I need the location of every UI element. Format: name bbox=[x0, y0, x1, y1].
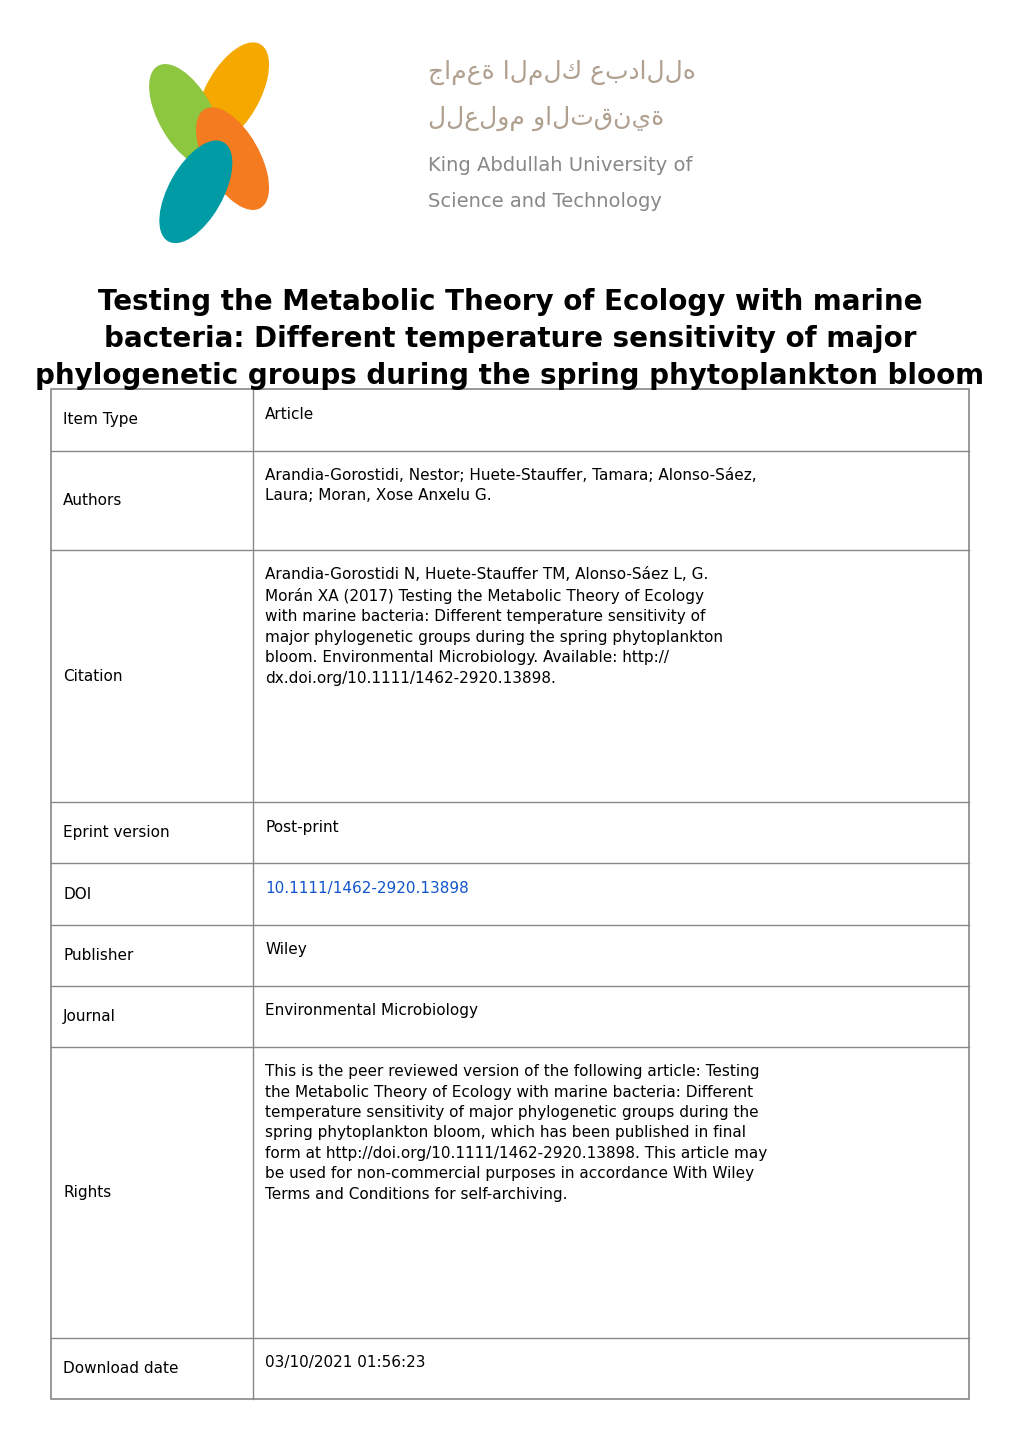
Text: Download date: Download date bbox=[63, 1361, 178, 1376]
Text: Citation: Citation bbox=[63, 669, 122, 684]
Ellipse shape bbox=[150, 65, 221, 166]
Ellipse shape bbox=[197, 108, 268, 209]
Text: Eprint version: Eprint version bbox=[63, 825, 170, 841]
Text: للعلوم والتقنية: للعلوم والتقنية bbox=[428, 105, 664, 131]
Text: Arandia-Gorostidi, Nestor; Huete-Stauffer, Tamara; Alonso-Sáez,
Laura; Moran, Xo: Arandia-Gorostidi, Nestor; Huete-Stauffe… bbox=[265, 467, 756, 503]
Text: Testing the Metabolic Theory of Ecology with marine
bacteria: Different temperat: Testing the Metabolic Theory of Ecology … bbox=[36, 288, 983, 389]
Text: جامعة الملك عبدالله: جامعة الملك عبدالله bbox=[428, 59, 696, 85]
Text: Environmental Microbiology: Environmental Microbiology bbox=[265, 1004, 478, 1018]
Text: Journal: Journal bbox=[63, 1009, 116, 1024]
Text: Wiley: Wiley bbox=[265, 942, 307, 957]
Text: King Abdullah University of: King Abdullah University of bbox=[428, 156, 692, 176]
Text: This is the peer reviewed version of the following article: Testing
the Metaboli: This is the peer reviewed version of the… bbox=[265, 1064, 766, 1201]
Ellipse shape bbox=[197, 43, 268, 144]
Text: 10.1111/1462-2920.13898: 10.1111/1462-2920.13898 bbox=[265, 881, 469, 895]
Text: Article: Article bbox=[265, 407, 314, 421]
Text: Item Type: Item Type bbox=[63, 412, 139, 427]
Text: Publisher: Publisher bbox=[63, 947, 133, 963]
Text: DOI: DOI bbox=[63, 887, 92, 901]
Text: Post-print: Post-print bbox=[265, 819, 338, 835]
Ellipse shape bbox=[160, 141, 231, 242]
Text: Arandia-Gorostidi N, Huete-Stauffer TM, Alonso-Sáez L, G.
Morán XA (2017) Testin: Arandia-Gorostidi N, Huete-Stauffer TM, … bbox=[265, 567, 722, 686]
Text: Rights: Rights bbox=[63, 1185, 111, 1200]
Bar bbox=[51, 389, 968, 1399]
Text: Authors: Authors bbox=[63, 493, 122, 508]
Text: Science and Technology: Science and Technology bbox=[428, 192, 661, 212]
Text: 03/10/2021 01:56:23: 03/10/2021 01:56:23 bbox=[265, 1355, 425, 1370]
